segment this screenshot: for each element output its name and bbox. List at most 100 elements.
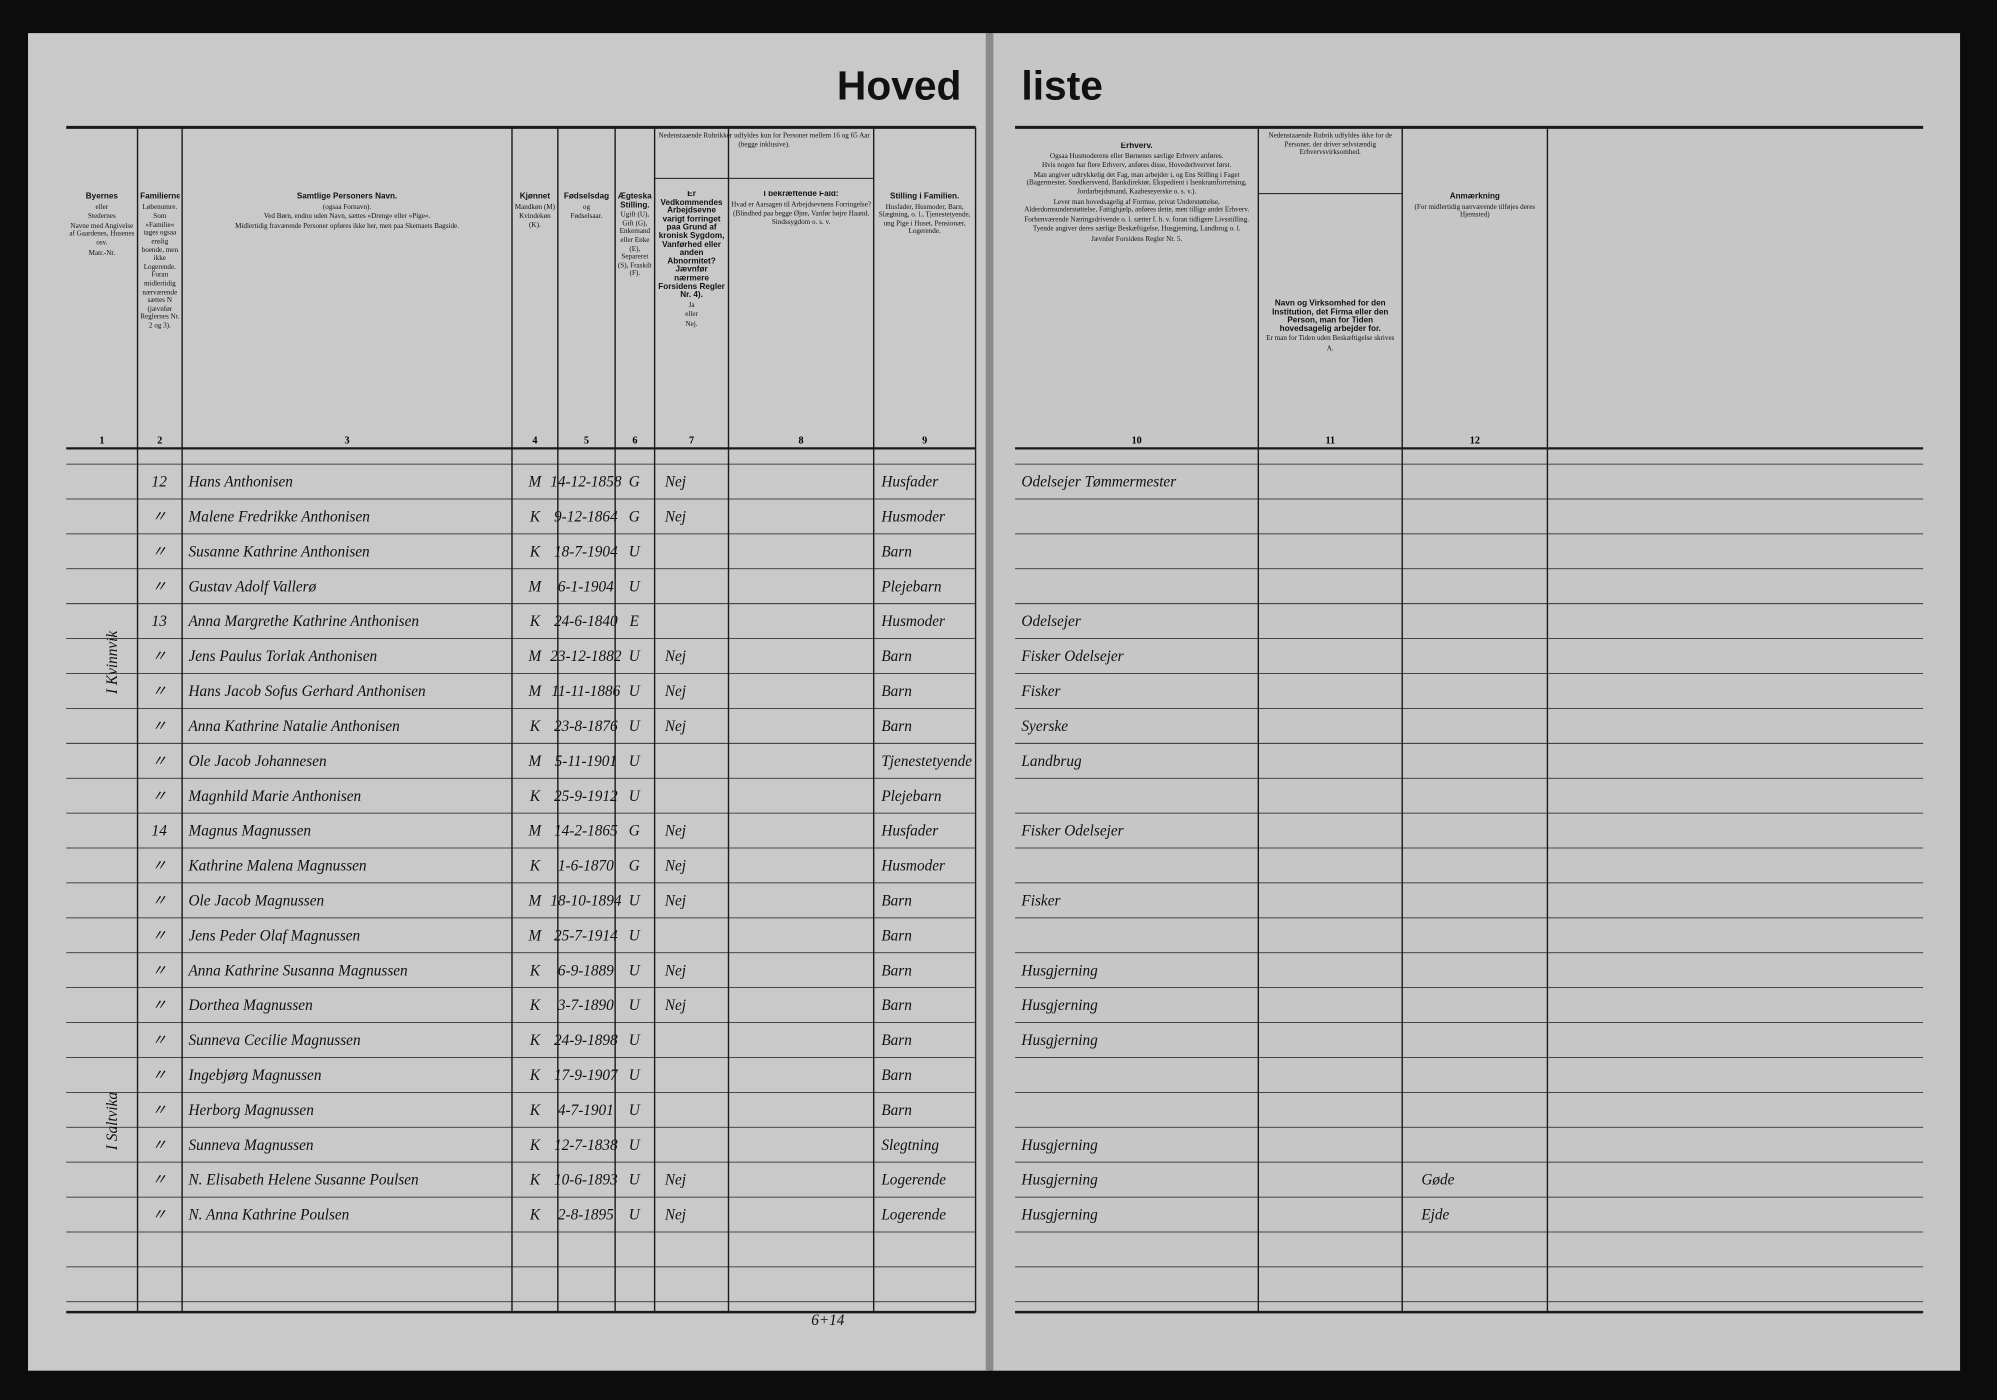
cell-family: 12 — [152, 474, 168, 491]
cell-family: 〃 — [152, 788, 167, 805]
cell-born: 11-11-1886 — [551, 683, 620, 700]
cell-position: Tjenestetyende — [881, 753, 972, 770]
cell-family: 〃 — [152, 892, 167, 909]
cell-disabled: Nej — [664, 962, 686, 979]
cell-position: Barn — [881, 648, 912, 665]
cell-marital: G — [629, 823, 640, 840]
cell-position: Logerende — [880, 1207, 946, 1224]
cell-position: Barn — [881, 1067, 912, 1084]
cell-disabled: Nej — [664, 509, 686, 526]
cell-born: 23-12-1882 — [550, 648, 622, 665]
cell-marital: U — [629, 1137, 641, 1154]
cell-name: Magnhild Marie Anthonisen — [187, 788, 361, 805]
cell-marital: U — [629, 1102, 641, 1119]
cell-occupation: Husgjerning — [1020, 997, 1098, 1014]
cell-family: 〃 — [152, 543, 167, 560]
cell-disabled: Nej — [664, 648, 686, 665]
cell-remark: Ejde — [1420, 1207, 1449, 1224]
cell-occupation: Husgjerning — [1020, 1172, 1098, 1189]
cell-occupation: Fisker — [1020, 892, 1060, 909]
header-text: Tyende angiver deres særlige Beskæftigel… — [1032, 225, 1241, 234]
column-header-box: Byernes eller Stedernes Navne med Angivelse… — [69, 143, 135, 258]
cell-born: 18-10-1894 — [550, 892, 622, 909]
header-text: Byernes — [85, 192, 118, 202]
cell-marital: U — [629, 927, 641, 944]
column-header: Navn og Virksomhed for den Institution, … — [1266, 300, 1395, 353]
cell-marital: U — [629, 683, 641, 700]
column-number: 2 — [157, 435, 162, 446]
cell-marital: U — [629, 648, 641, 665]
cell-born: 4-7-1901 — [558, 1102, 614, 1119]
cell-born: 9-12-1864 — [554, 509, 618, 526]
cell-occupation: Landbrug — [1020, 753, 1082, 770]
cell-family: 〃 — [152, 1207, 167, 1224]
cell-name: Susanne Kathrine Anthonisen — [188, 543, 369, 560]
cell-family: 13 — [152, 613, 168, 630]
cell-sex: M — [528, 927, 543, 944]
header-text: A. — [1326, 345, 1334, 353]
cell-marital: U — [629, 578, 641, 595]
cell-family: 〃 — [152, 962, 167, 979]
cell-occupation: Husgjerning — [1020, 962, 1098, 979]
cell-name: Hans Anthonisen — [187, 474, 292, 491]
cell-born: 14-2-1865 — [554, 823, 618, 840]
column-number: 4 — [532, 435, 537, 446]
header-text: Nedenstaaende Rubrik udfyldes ikke for d… — [1268, 132, 1393, 157]
cell-position: Slegtning — [881, 1137, 939, 1154]
column-header-box: Fødselsdag og Fødselsaar. — [560, 143, 612, 222]
header-text: Ogsaa Husmoderens eller Børnenes særlige… — [1049, 152, 1224, 160]
cell-family: 〃 — [152, 753, 167, 770]
column-header-box: Stilling i Familien. Husfader, Husmoder, … — [876, 143, 973, 237]
cell-sex: M — [528, 823, 543, 840]
cell-occupation: Fisker Odelsejer — [1020, 648, 1123, 665]
header-text: Er man for Tiden uden Beskæftigelse skri… — [1266, 335, 1395, 344]
header-text: (For midlertidig nærværende tilføjes der… — [1414, 203, 1536, 220]
header-text: eller — [95, 203, 109, 211]
header-text: Jævnfør Forsidens Regler Nr. 5. — [1091, 235, 1183, 244]
cell-disabled: Nej — [664, 1207, 686, 1224]
header-text: Stedernes — [88, 212, 116, 221]
column-number: 8 — [799, 435, 804, 446]
cell-name: Kathrine Malena Magnussen — [187, 858, 366, 875]
cell-born: 24-9-1898 — [554, 1032, 618, 1049]
column-header-box: I bekræftende Fald: Hvad er Aarsagen til … — [731, 191, 871, 227]
header-text: Som »Familie« tages ogsaa enslig boende,… — [140, 212, 180, 330]
column-header: Samtlige Personers Navn.(ogsaa Fornavn).… — [185, 143, 510, 231]
cell-sex: M — [528, 474, 543, 491]
header-text: Stilling i Familien. — [890, 192, 960, 202]
cell-marital: U — [629, 753, 641, 770]
header-text: Matr.-Nr. — [88, 249, 116, 257]
cell-born: 18-7-1904 — [554, 543, 618, 560]
header-text: Kvindekøn (K). — [519, 212, 551, 230]
cell-position: Barn — [881, 543, 912, 560]
header-text: Midlertidig fraværende Personer opføres … — [235, 222, 459, 231]
cell-marital: G — [629, 474, 640, 491]
column-header-box: FamiliernesLøbenumre.Som »Familie« tages… — [140, 143, 179, 331]
cell-occupation: Husgjerning — [1020, 1032, 1098, 1049]
cell-sex: K — [529, 543, 541, 560]
column-number: 5 — [584, 435, 589, 446]
header-text: Husfader, Husmoder, Barn, Slægtning, o. … — [878, 203, 971, 237]
cell-position: Barn — [881, 1102, 912, 1119]
cell-name: Dorthea Magnussen — [187, 997, 312, 1014]
cell-marital: G — [629, 509, 640, 526]
cell-marital: U — [629, 788, 641, 805]
cell-position: Plejebarn — [880, 578, 941, 595]
cell-disabled: Nej — [664, 892, 686, 909]
cell-position: Barn — [881, 962, 912, 979]
title-left: Hoved — [837, 62, 962, 108]
cell-disabled: Nej — [664, 474, 686, 491]
cell-remark: Gøde — [1421, 1172, 1454, 1189]
column-number: 1 — [99, 435, 104, 446]
cell-name: Herborg Magnussen — [187, 1102, 313, 1119]
cell-born: 12-7-1838 — [554, 1137, 618, 1154]
right-page — [992, 33, 1961, 1371]
cell-sex: K — [529, 997, 541, 1014]
column-header: Anmærkning(For midlertidig nærværende ti… — [1414, 193, 1536, 220]
cell-marital: U — [629, 892, 641, 909]
column-header-box: Samtlige Personers Navn. (ogsaa Fornavn).… — [185, 143, 510, 231]
column-header-box: Erhverv. Ogsaa Husmoderens eller Børnenes… — [1018, 143, 1256, 244]
column-header: Er Vedkommendes Arbejdsevne varigt forri… — [658, 191, 725, 328]
cell-sex: K — [529, 509, 541, 526]
